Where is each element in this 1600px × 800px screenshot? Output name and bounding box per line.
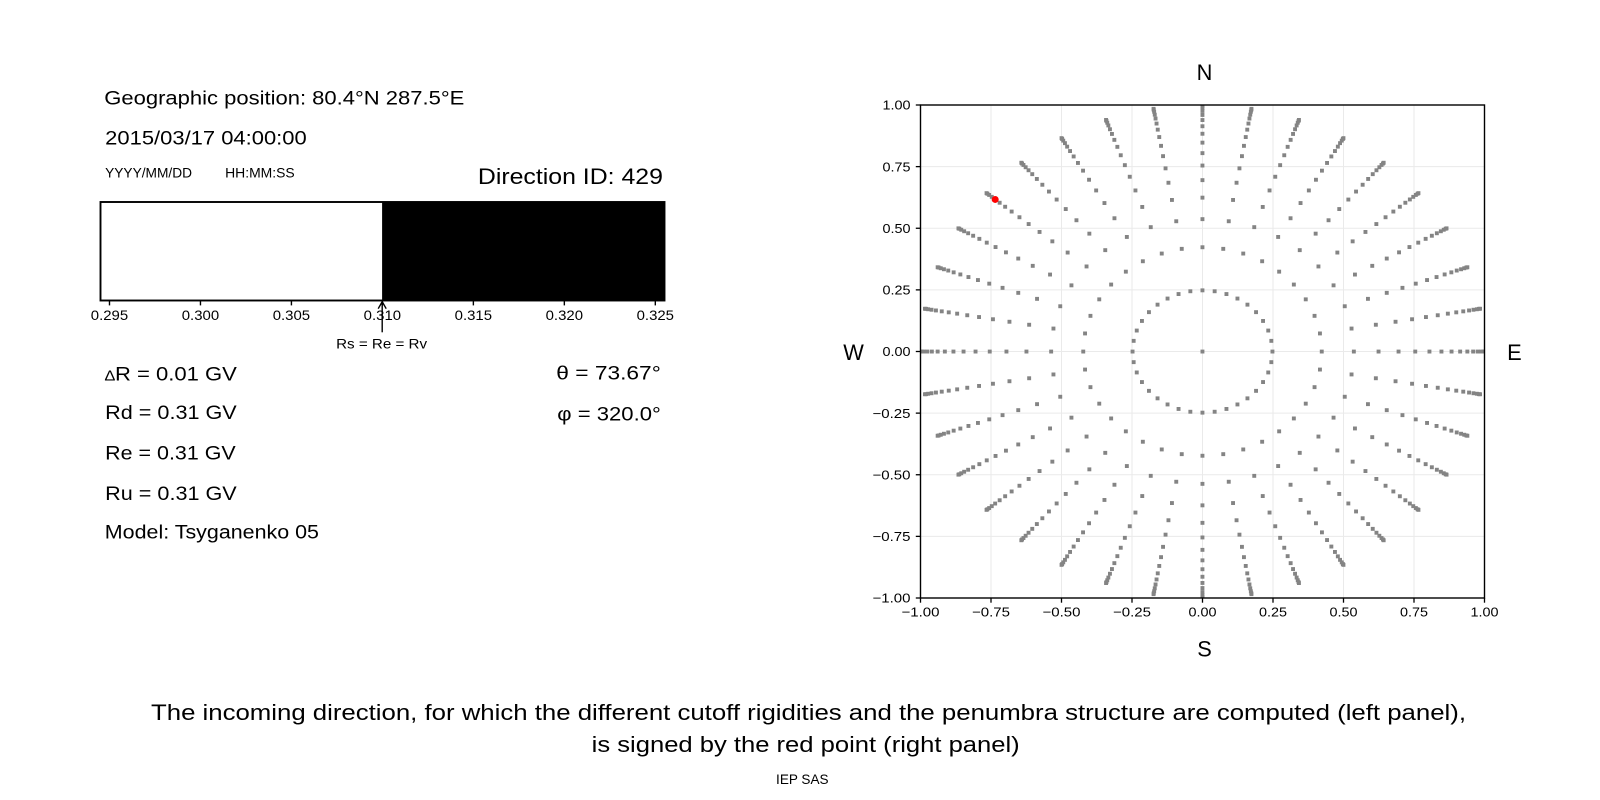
svg-text:The incoming direction, for wh: The incoming direction, for which the di… <box>151 700 1466 725</box>
svg-text:E: E <box>1507 340 1522 365</box>
svg-text:0.00: 0.00 <box>883 344 911 359</box>
svg-text:−0.25: −0.25 <box>873 406 911 421</box>
svg-text:Direction ID: 429: Direction ID: 429 <box>478 164 663 189</box>
svg-text:N: N <box>1197 60 1213 85</box>
svg-text:−0.50: −0.50 <box>1043 605 1081 620</box>
svg-text:0.315: 0.315 <box>455 308 492 323</box>
svg-text:0.00: 0.00 <box>1189 605 1217 620</box>
svg-text:φ = 320.0°: φ = 320.0° <box>557 404 661 426</box>
svg-text:∆R = 0.01 GV: ∆R = 0.01 GV <box>105 364 237 386</box>
svg-text:0.75: 0.75 <box>883 159 911 174</box>
svg-text:0.295: 0.295 <box>91 308 128 323</box>
svg-text:YYYY/MM/DD: YYYY/MM/DD <box>105 165 192 181</box>
svg-text:Rs = Re = Rv: Rs = Re = Rv <box>336 337 427 352</box>
svg-text:1.00: 1.00 <box>883 98 911 113</box>
svg-text:IEP SAS: IEP SAS <box>776 772 829 787</box>
svg-text:0.25: 0.25 <box>883 283 911 298</box>
svg-text:S: S <box>1197 636 1212 661</box>
svg-text:W: W <box>843 340 864 365</box>
svg-text:HH:MM:SS: HH:MM:SS <box>225 165 295 181</box>
svg-text:−0.25: −0.25 <box>1113 605 1151 620</box>
svg-text:Ru = 0.31 GV: Ru = 0.31 GV <box>105 483 237 505</box>
svg-text:0.75: 0.75 <box>1400 605 1428 620</box>
svg-text:0.305: 0.305 <box>273 308 310 323</box>
svg-text:is signed by the red point (ri: is signed by the red point (right panel) <box>592 732 1020 757</box>
svg-text:2015/03/17 04:00:00: 2015/03/17 04:00:00 <box>105 128 307 150</box>
svg-text:0.50: 0.50 <box>1330 605 1358 620</box>
svg-text:−1.00: −1.00 <box>902 605 940 620</box>
svg-text:0.25: 0.25 <box>1259 605 1287 620</box>
svg-text:−1.00: −1.00 <box>873 591 911 606</box>
svg-text:0.50: 0.50 <box>883 221 911 236</box>
svg-text:Rd = 0.31 GV: Rd = 0.31 GV <box>105 402 237 424</box>
svg-text:−0.50: −0.50 <box>873 467 911 482</box>
svg-text:−0.75: −0.75 <box>873 529 911 544</box>
svg-text:−0.75: −0.75 <box>972 605 1010 620</box>
svg-text:Geographic position: 80.4°N 28: Geographic position: 80.4°N 287.5°E <box>104 87 464 109</box>
svg-text:0.300: 0.300 <box>182 308 219 323</box>
svg-text:Re = 0.31 GV: Re = 0.31 GV <box>105 443 236 465</box>
svg-text:0.325: 0.325 <box>637 308 674 323</box>
svg-text:θ = 73.67°: θ = 73.67° <box>556 363 661 385</box>
svg-text:0.320: 0.320 <box>546 308 583 323</box>
svg-text:1.00: 1.00 <box>1471 605 1499 620</box>
svg-text:Model: Tsyganenko 05: Model: Tsyganenko 05 <box>105 521 319 543</box>
